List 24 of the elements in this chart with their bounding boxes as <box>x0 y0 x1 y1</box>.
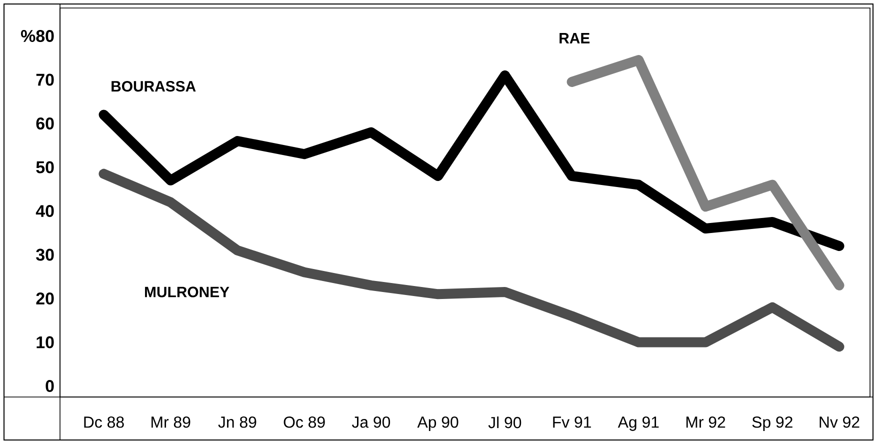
x-tick-label: Ja 90 <box>352 416 390 428</box>
x-tick-label: Sp 92 <box>752 416 792 431</box>
y-tick-label: 30 <box>36 248 54 261</box>
x-tick-label: Fv 91 <box>553 416 591 428</box>
x-tick-label: Dc 88 <box>84 416 124 428</box>
y-tick-label: 50 <box>36 161 54 174</box>
y-tick-label: 40 <box>36 205 54 218</box>
y-tick-label: 70 <box>36 74 54 86</box>
x-tick-label: Ap 90 <box>417 416 458 431</box>
y-tick-label: 0 <box>46 380 54 392</box>
text: MULRONEY <box>145 286 230 298</box>
x-tick-label: Oc 89 <box>284 416 325 428</box>
y-tick-label: 20 <box>36 292 54 305</box>
text: RAE <box>560 33 590 44</box>
x-tick-label: Jn 89 <box>218 416 256 428</box>
x-tick-label: Jl 90 <box>488 416 522 428</box>
x-tick-label: Mr 92 <box>686 416 726 428</box>
x-tick-label: Nv 92 <box>820 416 860 428</box>
series-label: BOURASSA <box>112 81 196 92</box>
y-tick-label: 60 <box>36 118 54 130</box>
x-tick-label: Ag 91 <box>618 416 659 431</box>
x-tick-label: Mr 89 <box>152 416 190 428</box>
y-tick-label: %80 <box>21 30 54 42</box>
y-tick-label: 10 <box>36 336 54 348</box>
